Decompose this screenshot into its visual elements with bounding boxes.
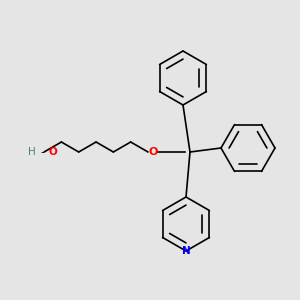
Text: O: O — [48, 147, 57, 157]
Text: -: - — [40, 147, 44, 157]
Text: N: N — [182, 246, 190, 256]
Text: H: H — [28, 147, 36, 157]
Text: O: O — [148, 147, 158, 157]
